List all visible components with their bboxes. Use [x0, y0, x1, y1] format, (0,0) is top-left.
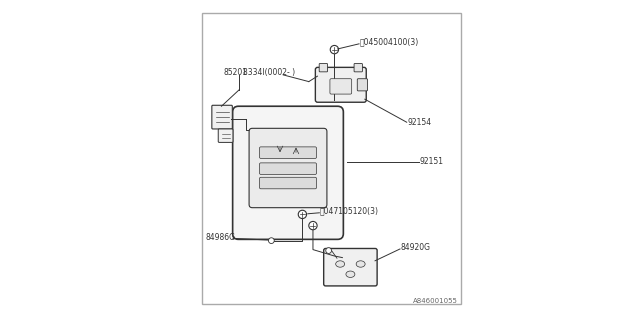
FancyBboxPatch shape: [260, 147, 317, 158]
FancyBboxPatch shape: [324, 249, 377, 286]
Circle shape: [269, 238, 275, 244]
FancyBboxPatch shape: [260, 177, 317, 189]
Text: A846001055: A846001055: [413, 299, 458, 304]
FancyBboxPatch shape: [233, 106, 344, 239]
FancyBboxPatch shape: [218, 129, 233, 142]
FancyBboxPatch shape: [357, 79, 367, 91]
FancyBboxPatch shape: [319, 64, 328, 72]
FancyBboxPatch shape: [330, 79, 352, 94]
Text: 85201: 85201: [223, 68, 247, 77]
Ellipse shape: [356, 261, 365, 267]
Text: 84986G: 84986G: [205, 233, 235, 242]
Bar: [202, 13, 461, 304]
Text: Ⓢ047105120(3): Ⓢ047105120(3): [320, 207, 379, 216]
Text: 92154: 92154: [408, 118, 431, 127]
Ellipse shape: [346, 271, 355, 277]
Text: 84920G: 84920G: [401, 243, 431, 252]
FancyBboxPatch shape: [354, 64, 362, 72]
FancyBboxPatch shape: [249, 128, 327, 208]
Circle shape: [330, 45, 339, 54]
Text: 92151: 92151: [419, 157, 444, 166]
FancyBboxPatch shape: [316, 68, 366, 102]
Circle shape: [298, 210, 307, 219]
FancyBboxPatch shape: [260, 163, 317, 174]
FancyBboxPatch shape: [212, 105, 232, 129]
Text: 8334l(0002- ): 8334l(0002- ): [243, 68, 295, 77]
Ellipse shape: [335, 261, 344, 267]
Text: Ⓢ045004100(3): Ⓢ045004100(3): [360, 37, 419, 46]
Circle shape: [308, 221, 317, 230]
Circle shape: [326, 248, 332, 253]
